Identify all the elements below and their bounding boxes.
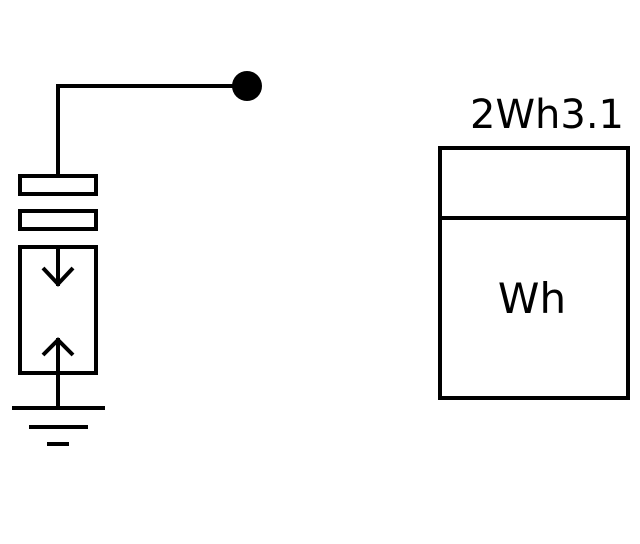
lower-plate bbox=[18, 209, 98, 231]
meter-reference-label: 2Wh3.1 bbox=[470, 92, 624, 138]
meter-box bbox=[438, 146, 630, 400]
left-symbol bbox=[12, 71, 262, 446]
connection-wire bbox=[56, 84, 250, 178]
up-arrow-head-icon bbox=[41, 337, 75, 357]
meter-unit-label: Wh bbox=[498, 274, 566, 323]
down-arrow-head-icon bbox=[41, 266, 75, 287]
terminal-dot bbox=[232, 71, 262, 101]
upper-plate bbox=[18, 174, 98, 196]
watt-hour-meter: 2Wh3.1 Wh bbox=[438, 92, 630, 400]
